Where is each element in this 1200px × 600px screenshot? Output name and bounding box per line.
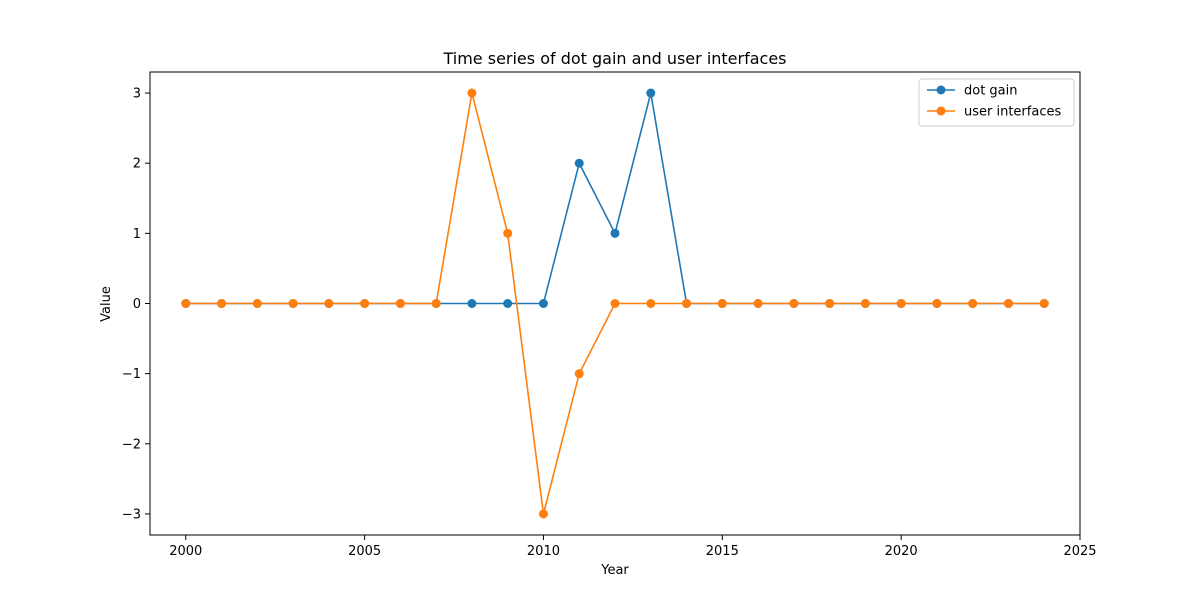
data-point (860, 299, 870, 308)
legend-box (918, 78, 1075, 127)
data-point (324, 299, 334, 308)
data-point (610, 299, 620, 308)
plot-area (181, 88, 1049, 519)
data-point (467, 299, 477, 308)
y-tick-label: 2 (133, 157, 141, 172)
data-point (503, 228, 513, 238)
data-point (503, 299, 513, 308)
data-point (682, 299, 692, 308)
legend-label: dot gain (964, 84, 1018, 99)
x-tick-label: 2025 (1063, 544, 1096, 559)
data-point (1003, 299, 1013, 308)
data-point (646, 88, 656, 98)
data-point (968, 299, 978, 308)
data-point (610, 228, 620, 238)
data-point (896, 299, 906, 308)
data-point (574, 369, 584, 379)
legend: dot gain user interfaces (918, 78, 1075, 127)
data-point (538, 509, 548, 519)
y-tick-label: −2 (122, 437, 141, 452)
x-axis: 2000 2005 2010 2015 2020 2025 (169, 535, 1097, 559)
data-point (431, 299, 441, 308)
data-point (789, 299, 799, 308)
data-point (395, 299, 405, 308)
data-point (1039, 299, 1049, 308)
x-axis-label: Year (600, 563, 629, 578)
data-point (753, 299, 763, 308)
y-axis-label: Value (99, 286, 114, 322)
y-tick-label: 0 (133, 297, 141, 312)
data-point (252, 299, 262, 308)
data-point (467, 88, 477, 98)
data-point (646, 299, 656, 308)
data-point (181, 299, 191, 308)
legend-swatch-marker (936, 85, 946, 95)
y-tick-label: 1 (133, 227, 141, 242)
data-point (217, 299, 227, 308)
x-tick-label: 2000 (169, 544, 202, 559)
data-point (538, 299, 548, 308)
data-point (717, 299, 727, 308)
data-point (932, 299, 942, 308)
chart-title: Time series of dot gain and user interfa… (442, 49, 786, 68)
x-tick-label: 2010 (527, 544, 560, 559)
data-point (360, 299, 370, 308)
y-axis: −3 −2 −1 0 1 2 3 (122, 87, 150, 522)
y-tick-label: −3 (122, 507, 141, 522)
y-tick-label: 3 (133, 87, 141, 102)
data-point (574, 158, 584, 168)
legend-swatch-marker (936, 106, 946, 116)
legend-label: user interfaces (964, 105, 1061, 120)
data-point (825, 299, 835, 308)
y-tick-label: −1 (122, 367, 141, 382)
data-point (288, 299, 298, 308)
series-line-0 (185, 92, 1045, 305)
x-tick-label: 2015 (706, 544, 739, 559)
x-tick-label: 2005 (348, 544, 381, 559)
x-tick-label: 2020 (885, 544, 918, 559)
